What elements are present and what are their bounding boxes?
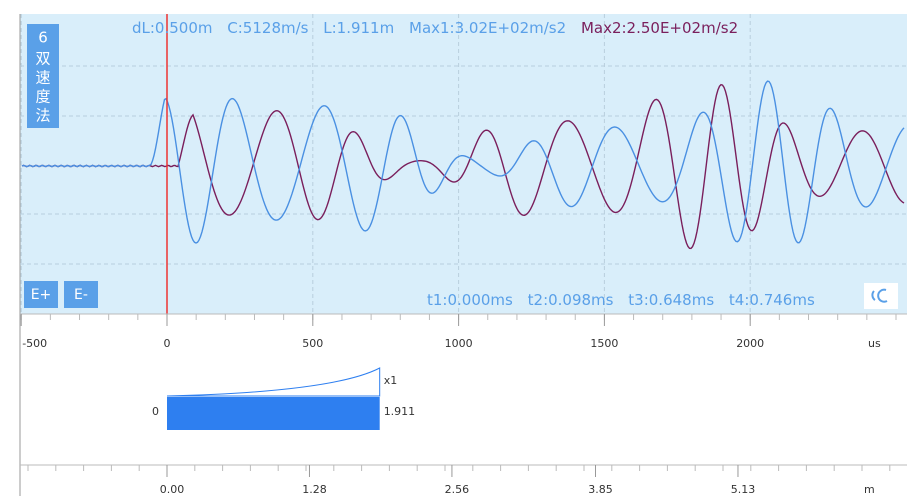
max1: Max1:3.02E+02m/s2 <box>409 19 566 37</box>
time-tick-label: -500 <box>22 337 47 350</box>
method-char: 度 <box>35 88 50 106</box>
method-char: 速 <box>35 69 50 87</box>
length-tick-label: 1.28 <box>302 483 327 496</box>
max2: Max2:2.50E+02m/s2 <box>581 19 738 37</box>
reset-icon[interactable] <box>871 288 888 303</box>
header-info: dL:0.500m C:5128m/s L:1.911m Max1:3.02E+… <box>132 19 738 37</box>
time-tick-label: 1000 <box>445 337 473 350</box>
bar-start-label: 0 <box>152 405 159 418</box>
time-tick-label: 500 <box>302 337 323 350</box>
dl: dL:0.500m <box>132 19 213 37</box>
length-tick-label: 3.85 <box>588 483 613 496</box>
reset-button[interactable] <box>864 283 898 309</box>
marker-times: t1:0.000ms t2:0.098ms t3:0.648ms t4:0.74… <box>427 291 815 309</box>
time-tick-label: 0 <box>164 337 171 350</box>
zoom-in-label[interactable]: E+ <box>31 287 52 303</box>
method-badge <box>27 24 59 128</box>
plot-area <box>20 14 907 314</box>
zoom-out-label[interactable]: E- <box>74 287 88 303</box>
t2: t2:0.098ms <box>528 291 614 309</box>
length-unit: m <box>864 483 875 496</box>
time-tick-label: 1500 <box>590 337 618 350</box>
length-tick-label: 0.00 <box>160 483 185 496</box>
pile-bar <box>167 397 380 430</box>
badge-number: 6 <box>38 29 48 47</box>
zoom-in-button[interactable] <box>24 281 58 308</box>
time-unit: us <box>868 337 881 350</box>
amplification-curve <box>166 367 381 397</box>
t1: t1:0.000ms <box>427 291 513 309</box>
waveform-1 <box>21 80 905 244</box>
zoom-out-button[interactable] <box>64 281 98 308</box>
speed: C:5128m/s <box>227 19 308 37</box>
bar-scale-label: x1 <box>384 374 398 387</box>
length-tick-label: 2.56 <box>445 483 470 496</box>
length-tick-label: 5.13 <box>731 483 756 496</box>
method-char: 双 <box>35 50 50 68</box>
time-tick-label: 2000 <box>736 337 764 350</box>
waveform-2 <box>21 83 905 250</box>
t3: t3:0.648ms <box>628 291 714 309</box>
method-char: 法 <box>35 107 50 125</box>
t4: t4:0.746ms <box>729 291 815 309</box>
length: L:1.911m <box>323 19 394 37</box>
bar-end-label: 1.911 <box>384 405 416 418</box>
